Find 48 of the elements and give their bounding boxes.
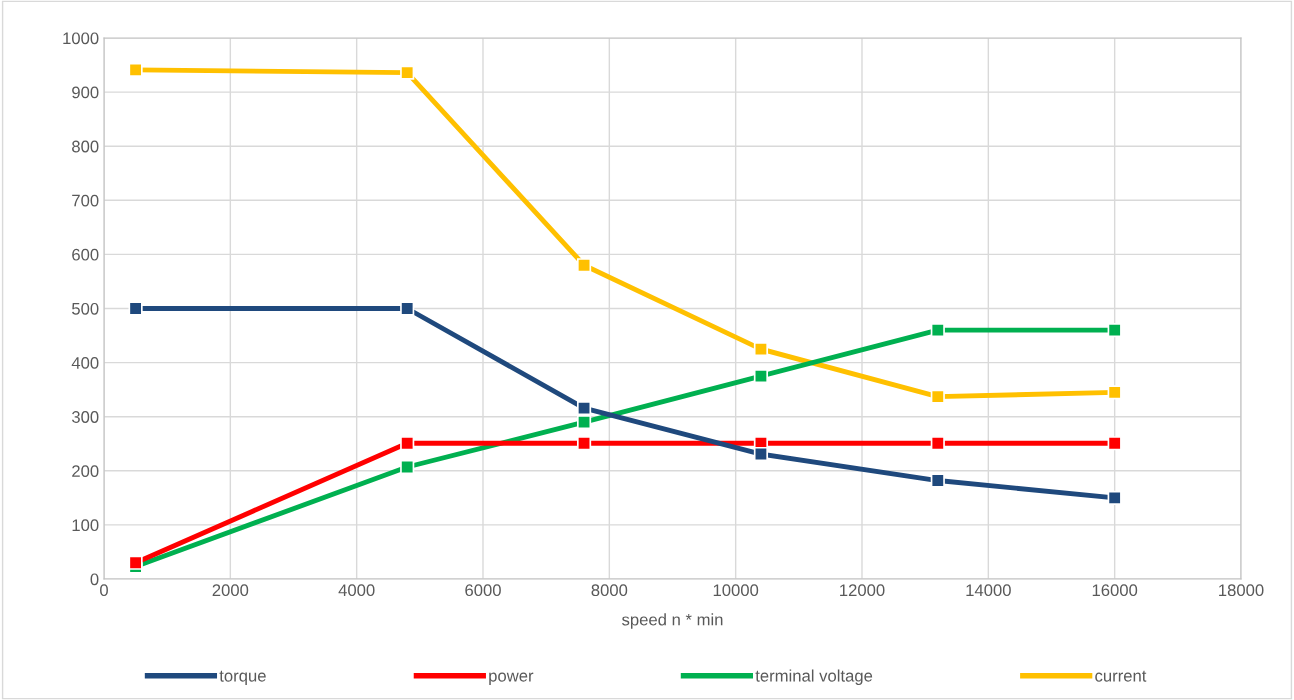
legend-label: current — [1095, 670, 1147, 682]
y-tick-label: 200 — [72, 465, 99, 477]
x-tick-label: 14000 — [966, 584, 1011, 597]
point — [930, 473, 945, 488]
point — [400, 459, 415, 475]
point — [576, 400, 592, 416]
point — [930, 436, 945, 451]
y-tick-label: 600 — [72, 248, 99, 261]
x-tick-label: 2000 — [212, 584, 249, 597]
x-tick-label: 0 — [100, 584, 108, 597]
x-tick-label: 10000 — [713, 584, 759, 597]
y-tick-label: 100 — [72, 519, 99, 532]
point — [930, 323, 945, 338]
point — [400, 301, 415, 316]
point — [576, 436, 592, 451]
y-tick-label: 300 — [71, 411, 99, 423]
y-tick-label: 800 — [72, 140, 99, 153]
y-tick-label: 1000 — [63, 32, 99, 45]
point — [576, 258, 592, 273]
y-tick-label: 500 — [72, 302, 99, 315]
point — [576, 415, 592, 430]
y-tick-label: 700 — [72, 194, 99, 207]
legend-label: power — [489, 672, 534, 685]
point — [1107, 323, 1122, 338]
point — [128, 62, 143, 78]
x-tick-label: 12000 — [840, 584, 885, 597]
point — [128, 301, 143, 316]
point — [128, 555, 143, 570]
x-tick-label: 18000 — [1219, 584, 1264, 597]
x-tick-label: 4000 — [338, 584, 375, 597]
point — [400, 65, 415, 80]
x-axis-title: speed n * min — [622, 613, 723, 629]
x-tick-label: 6000 — [465, 584, 501, 597]
point — [400, 436, 415, 451]
point — [930, 389, 945, 404]
point — [753, 341, 769, 357]
point — [1107, 490, 1122, 505]
point — [753, 446, 769, 462]
y-tick-label: 0 — [90, 573, 99, 586]
point — [753, 369, 769, 384]
y-tick-label: 400 — [71, 357, 99, 369]
x-tick-label: 16000 — [1092, 584, 1138, 597]
y-tick-label: 900 — [72, 86, 99, 99]
legend-label: terminal voltage — [755, 669, 873, 685]
point — [1107, 436, 1122, 451]
x-tick-label: 8000 — [591, 584, 628, 597]
point — [1107, 385, 1122, 400]
legend-label: torque — [219, 670, 266, 685]
